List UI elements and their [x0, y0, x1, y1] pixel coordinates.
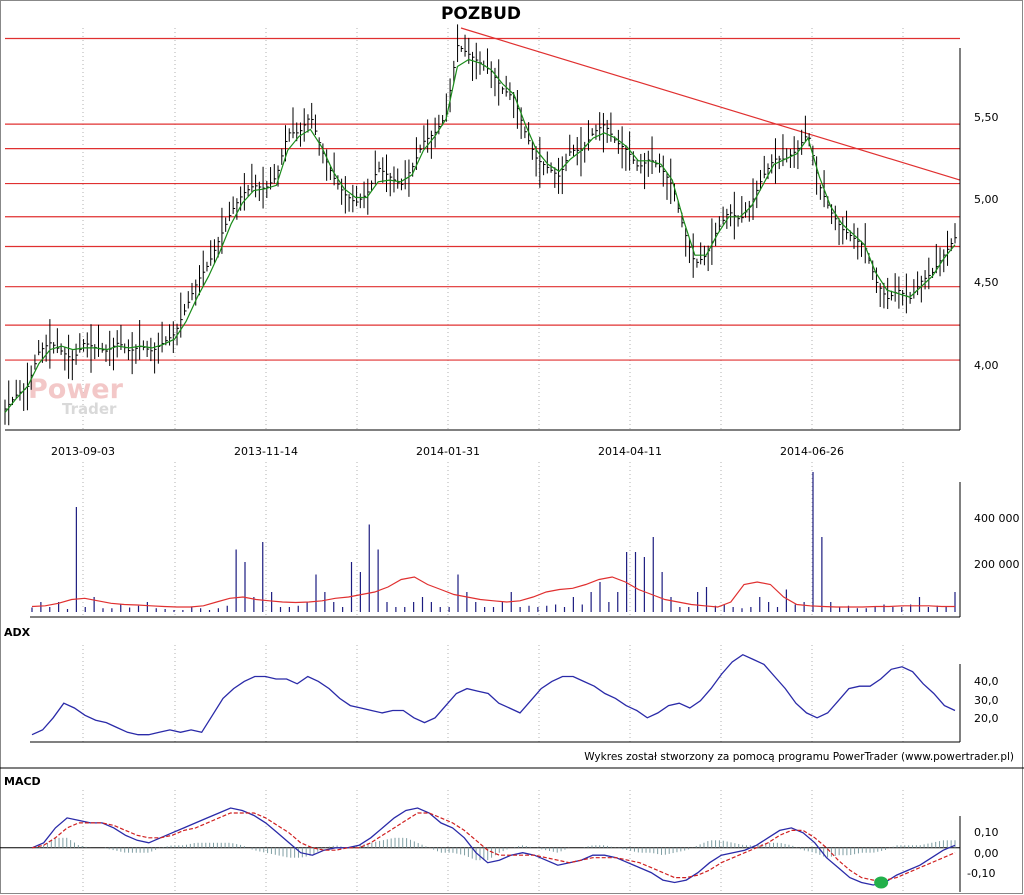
price-tick-label: 4,50: [974, 276, 999, 289]
price-panel: [4, 24, 961, 426]
watermark-power: Power: [28, 374, 124, 405]
adx-panel: [31, 653, 956, 736]
adx-label: ADX: [4, 626, 31, 639]
adx-tick-label: 20,0: [974, 712, 999, 725]
price-tick-label: 4,00: [974, 359, 999, 372]
macd-signal-line: [31, 812, 956, 881]
watermark: Power Trader: [28, 374, 124, 418]
volume-y-ticks: 200 000 400 000: [974, 512, 1020, 571]
date-ticks: 2013-09-03 2013-11-14 2014-01-31 2014-04…: [51, 445, 844, 458]
macd-y-ticks: 0,10 0,00 -0,10: [967, 826, 999, 880]
trend-line: [460, 27, 961, 181]
chart-title: POZBUD: [441, 4, 521, 24]
macd-tick-label: 0,00: [974, 847, 999, 860]
adx-line: [31, 653, 956, 736]
date-tick-label: 2014-01-31: [416, 445, 480, 458]
date-tick-label: 2013-09-03: [51, 445, 115, 458]
vertical-grid: [82, 28, 904, 892]
price-y-ticks: 4,00 4,50 5,00 5,50: [974, 111, 999, 372]
price-tick-label: 5,00: [974, 193, 999, 206]
date-tick-label: 2013-11-14: [234, 445, 298, 458]
macd-line: [31, 807, 956, 886]
volume-tick-label: 400 000: [974, 512, 1020, 525]
price-tick-label: 5,50: [974, 111, 999, 124]
macd-tick-label: 0,10: [974, 826, 999, 839]
adx-tick-label: 30,0: [974, 694, 999, 707]
date-tick-label: 2014-06-26: [780, 445, 844, 458]
macd-tick-label: -0,10: [967, 867, 995, 880]
credit-text: Wykres został stworzony za pomocą progra…: [584, 751, 1014, 763]
adx-y-ticks: 20,0 30,0 40,0: [974, 675, 999, 725]
adx-tick-label: 40,0: [974, 675, 999, 688]
volume-average-line: [31, 576, 955, 608]
macd-signal-marker: [874, 876, 889, 889]
macd-panel: [0, 807, 960, 889]
watermark-trader: Trader: [62, 400, 117, 418]
date-tick-label: 2014-04-11: [598, 445, 662, 458]
volume-tick-label: 200 000: [974, 558, 1020, 571]
moving-average-line: [4, 58, 956, 413]
volume-panel: [31, 472, 956, 612]
macd-label: MACD: [4, 775, 41, 788]
